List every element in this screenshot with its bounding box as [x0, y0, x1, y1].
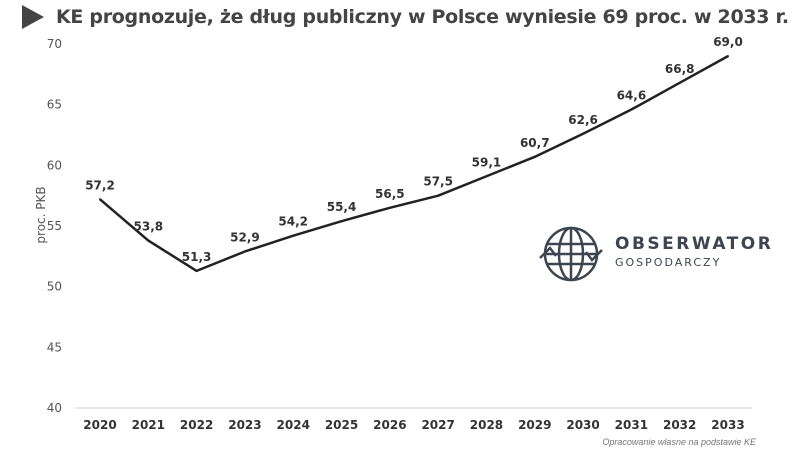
y-tick-label: 50 [47, 280, 62, 294]
y-axis-label: proc. PKB [34, 186, 48, 243]
y-tick-label: 40 [47, 401, 62, 415]
y-tick-label: 45 [47, 340, 62, 354]
y-tick-label: 70 [47, 37, 62, 51]
data-point [243, 250, 246, 253]
x-tick-label: 2024 [277, 418, 310, 432]
x-tick-label: 2033 [711, 418, 744, 432]
data-label: 60,7 [520, 136, 550, 150]
series-line [99, 55, 729, 273]
logo-main-text: OBSERWATOR [615, 234, 774, 254]
data-point [437, 194, 440, 197]
x-tick-label: 2023 [228, 418, 261, 432]
data-label: 51,3 [182, 250, 212, 264]
logo: OBSERWATOR GOSPODARCZY [615, 234, 773, 269]
data-point [727, 55, 729, 58]
data-label: 59,1 [472, 155, 502, 169]
data-point [147, 239, 150, 242]
source-note: Opracowanie własne na podstawie KE [602, 437, 756, 447]
data-point [678, 81, 681, 84]
globe-logo-icon [539, 226, 603, 282]
data-point [292, 234, 295, 237]
data-label: 52,9 [230, 230, 260, 244]
y-tick-label: 55 [47, 219, 62, 233]
data-point [485, 175, 488, 178]
play-triangle-icon [22, 5, 44, 29]
chart-title: KE prognozuje, że dług publiczny w Polsc… [56, 6, 789, 28]
title-bar: KE prognozuje, że dług publiczny w Polsc… [22, 5, 789, 29]
logo-sub-text: GOSPODARCZY [615, 256, 722, 269]
data-label: 53,8 [134, 220, 164, 234]
data-point [340, 220, 343, 223]
data-label: 69,0 [713, 35, 743, 49]
data-point [533, 155, 536, 158]
x-tick-label: 2026 [373, 418, 406, 432]
data-label: 64,6 [617, 89, 647, 103]
x-tick-label: 2020 [83, 418, 116, 432]
data-label: 62,6 [568, 113, 598, 127]
data-label: 56,5 [375, 187, 405, 201]
x-tick-label: 2030 [566, 418, 599, 432]
x-tick-label: 2025 [325, 418, 358, 432]
data-label: 66,8 [665, 62, 695, 76]
data-point [388, 206, 391, 209]
x-tick-label: 2027 [421, 418, 454, 432]
y-tick-label: 65 [47, 98, 62, 112]
x-tick-label: 2022 [180, 418, 213, 432]
data-label: 57,2 [85, 178, 115, 192]
data-label: 55,4 [327, 200, 357, 214]
data-point [582, 132, 585, 135]
x-tick-label: 2029 [518, 418, 551, 432]
data-point [630, 108, 633, 111]
x-tick-label: 2031 [615, 418, 648, 432]
x-tick-label: 2021 [132, 418, 165, 432]
data-point [195, 269, 198, 272]
y-tick-label: 60 [47, 158, 62, 172]
data-point [99, 198, 101, 201]
x-tick-label: 2028 [470, 418, 503, 432]
x-tick-label: 2032 [663, 418, 696, 432]
data-label: 54,2 [278, 215, 308, 229]
data-label: 57,5 [423, 175, 453, 189]
